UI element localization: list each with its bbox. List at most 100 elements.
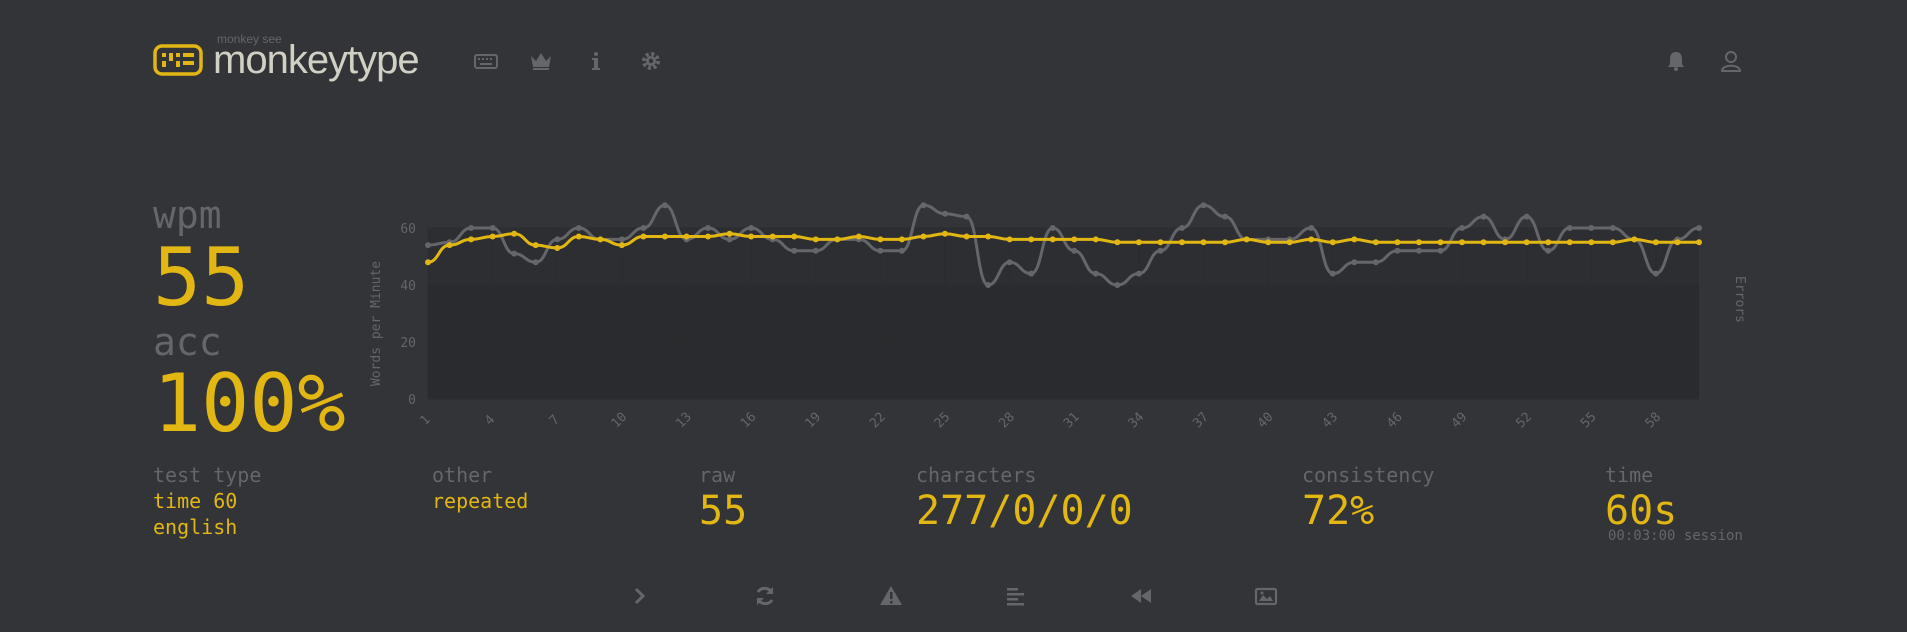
raw-wpm-point [1480, 213, 1487, 220]
raw-wpm-point [1178, 225, 1185, 231]
x-tick-label: 10 [609, 410, 631, 432]
raw-wpm-point [1652, 270, 1659, 277]
wpm-point [1308, 236, 1315, 243]
wpm-label: wpm [153, 193, 222, 237]
raw-wpm-point [1372, 259, 1379, 266]
stat-characters: characters 277/0/0/0 [916, 462, 1133, 534]
raw-wpm-point [1523, 213, 1530, 220]
acc-value: 100% [153, 357, 346, 450]
y2-axis-label: Errors [1732, 276, 1747, 323]
test-type-language: english [153, 515, 238, 539]
test-type-label: test type [153, 463, 262, 487]
raw-wpm-point [1545, 247, 1552, 254]
wpm-point [1437, 239, 1444, 246]
x-tick-label: 7 [547, 412, 563, 428]
raw-wpm-point [1308, 225, 1315, 231]
raw-wpm-point [1006, 259, 1013, 266]
acc-label: acc [153, 320, 222, 364]
y-tick-label: 20 [400, 336, 416, 351]
x-tick-label: 19 [802, 410, 824, 432]
restart-icon[interactable] [751, 582, 779, 610]
raw-value: 55 [699, 488, 748, 534]
next-test-icon[interactable] [626, 582, 654, 610]
wpm-chart[interactable]: 0 20 40 60 1 4 7 10 13 16 19 22 25 28 31 34 37 40 43 46 49 52… [360, 200, 1760, 450]
screenshot-icon[interactable] [1252, 582, 1280, 610]
words-history-icon[interactable] [1002, 582, 1030, 610]
wpm-point [1480, 239, 1487, 246]
wpm-point [1329, 239, 1336, 246]
raw-wpm-point [1415, 247, 1422, 254]
logo-text[interactable]: monkeytype [213, 38, 420, 82]
raw-wpm-point [1459, 225, 1466, 231]
wpm-point [1135, 239, 1142, 246]
wpm-point [468, 236, 475, 243]
x-tick-label: 28 [996, 410, 1018, 432]
wpm-point [1028, 236, 1035, 243]
warning-icon[interactable] [877, 582, 905, 610]
x-tick-label: 40 [1255, 410, 1277, 432]
raw-wpm-point [920, 202, 927, 209]
x-tick-label: 1 [417, 412, 433, 428]
raw-wpm-point [661, 202, 668, 209]
wpm-point [1696, 239, 1702, 246]
wpm-point [1566, 239, 1573, 246]
raw-wpm-point [554, 236, 561, 243]
stat-other: other repeated [432, 462, 528, 514]
session-time: 00:03:00 session [1608, 528, 1743, 544]
raw-wpm-point [532, 259, 539, 266]
raw-wpm-point [1437, 247, 1444, 254]
x-tick-label: 34 [1126, 410, 1148, 432]
wpm-point [855, 233, 862, 240]
wpm-point [532, 242, 539, 249]
crown-icon[interactable] [528, 48, 554, 74]
wpm-point [920, 233, 927, 240]
raw-wpm-point [1222, 213, 1229, 220]
info-icon[interactable] [583, 48, 609, 74]
monkeytype-logo-icon[interactable] [153, 44, 203, 76]
raw-wpm-point [898, 247, 905, 254]
wpm-point [1351, 236, 1358, 243]
wpm-point [1372, 239, 1379, 246]
raw-wpm-point [1609, 225, 1616, 231]
x-tick-label: 31 [1061, 410, 1083, 432]
user-icon[interactable] [1718, 48, 1744, 74]
stat-consistency: consistency 72% [1302, 462, 1434, 534]
raw-wpm-point [985, 282, 992, 288]
wpm-point [1652, 239, 1659, 246]
wpm-point [1545, 239, 1552, 246]
wpm-point [661, 233, 668, 240]
raw-wpm-point [705, 225, 712, 231]
stat-raw: raw 55 [699, 462, 747, 534]
x-tick-label: 13 [673, 410, 695, 432]
keyboard-icon[interactable] [473, 48, 499, 74]
wpm-point [425, 259, 431, 266]
raw-wpm-point [618, 236, 625, 243]
gear-icon[interactable] [638, 48, 664, 74]
wpm-point [769, 233, 776, 240]
wpm-point [1114, 239, 1121, 246]
wpm-point [898, 236, 905, 243]
raw-wpm-point [748, 225, 755, 231]
y-tick-label: 60 [400, 222, 416, 237]
wpm-point [618, 242, 625, 249]
wpm-point [1222, 239, 1229, 246]
x-tick-label: 37 [1190, 410, 1212, 432]
raw-wpm-point [791, 247, 798, 254]
raw-wpm-point [1588, 225, 1595, 231]
wpm-point [963, 233, 970, 240]
y-tick-label: 0 [408, 393, 416, 408]
bell-icon[interactable] [1663, 48, 1689, 74]
x-tick-label: 43 [1319, 410, 1341, 432]
wpm-point [812, 236, 819, 243]
wpm-point [1049, 236, 1056, 243]
wpm-point [489, 233, 496, 240]
time-value: 60s [1605, 488, 1678, 534]
x-tick-label: 4 [482, 412, 498, 428]
wpm-point [597, 236, 604, 243]
y-axis-label: Words per Minute [369, 261, 384, 386]
wpm-point [877, 236, 884, 243]
wpm-point [511, 230, 518, 237]
wpm-point [640, 233, 647, 240]
wpm-point [1265, 239, 1272, 246]
replay-icon[interactable] [1127, 582, 1155, 610]
